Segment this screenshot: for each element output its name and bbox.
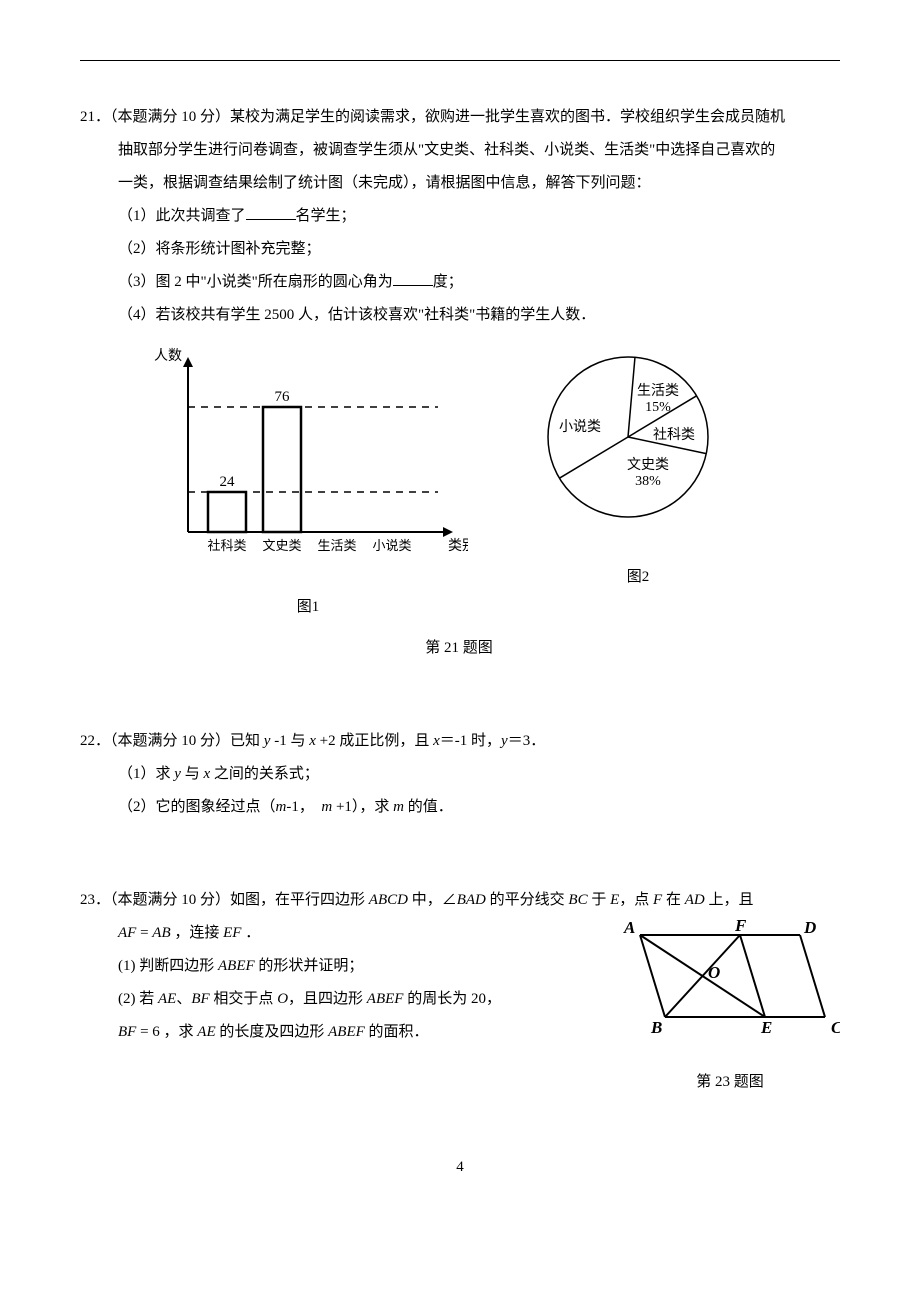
q23-line2: AF = AB ，连接 EF ．: [118, 917, 590, 950]
q21-fig-label: 第 21 题图: [78, 632, 840, 665]
q23-diagram: A F D B E C O: [620, 917, 840, 1047]
bar-chart: 24 76 社科类 文史类 生活类 小说类 人数类别: [148, 342, 468, 572]
svg-text:小说类: 小说类: [559, 419, 601, 435]
svg-text:生活类: 生活类: [637, 383, 679, 399]
bar-chart-caption: 图1: [148, 591, 468, 624]
bar-chart-container: 24 76 社科类 文史类 生活类 小说类 人数类别 图1: [148, 342, 468, 624]
q21-sub1-pre: （1）此次共调查了: [118, 208, 246, 224]
q22-number: 22．: [80, 733, 110, 749]
svg-text:文史类: 文史类: [627, 457, 669, 473]
q23-diagram-caption: 第 23 题图: [620, 1066, 840, 1099]
q21-sub1-post: 名学生；: [296, 208, 356, 224]
q21-sub3-post: 度；: [433, 274, 463, 290]
problem-21: 21．（本题满分 10 分）某校为满足学生的阅读需求，欲购进一批学生喜欢的图书．…: [80, 101, 840, 665]
svg-text:社科类: 社科类: [207, 538, 246, 553]
q23-diagram-container: A F D B E C O 第 23 题图: [620, 917, 840, 1099]
svg-text:生活类: 生活类: [317, 538, 356, 553]
top-rule: [80, 60, 840, 61]
problem-23: 23．（本题满分 10 分）如图，在平行四边形 ABCD 中，∠BAD 的平分线…: [80, 884, 840, 1099]
svg-text:76: 76: [275, 389, 291, 405]
svg-text:小说类: 小说类: [372, 538, 411, 553]
pie-chart-caption: 图2: [528, 561, 748, 594]
pie-chart-container: 生活类15% 社科类文史类38% 小说类 图2: [528, 342, 748, 594]
q21-sub2: （2）将条形统计图补充完整；: [118, 233, 840, 266]
svg-text:文史类: 文史类: [262, 538, 301, 553]
pie-chart: 生活类15% 社科类文史类38% 小说类: [528, 342, 748, 542]
q23-intro-line1: （本题满分 10 分）如图，在平行四边形 ABCD 中，∠BAD 的平分线交 B…: [110, 892, 753, 908]
q21-sub3-pre: （3）图 2 中"小说类"所在扇形的圆心角为: [118, 274, 393, 290]
q23-sub3: BF = 6 ，求 AE 的长度及四边形 ABEF 的面积．: [118, 1016, 590, 1049]
svg-text:A: A: [623, 918, 635, 937]
svg-text:类别: 类别: [448, 538, 468, 554]
q21-number: 21．: [80, 109, 110, 125]
svg-text:15%: 15%: [645, 400, 671, 415]
q21-intro-2: 抽取部分学生进行问卷调查，被调查学生须从"文史类、社科类、小说类、生活类"中选择…: [118, 134, 840, 167]
q21-sub1-blank: [246, 204, 296, 220]
svg-text:24: 24: [220, 474, 236, 490]
q21-intro-1: （本题满分 10 分）某校为满足学生的阅读需求，欲购进一批学生喜欢的图书．学校组…: [110, 109, 785, 125]
svg-text:E: E: [760, 1018, 772, 1037]
q21-intro-3: 一类，根据调查结果绘制了统计图（未完成），请根据图中信息，解答下列问题：: [118, 167, 840, 200]
problem-22: 22．（本题满分 10 分）已知 y -1 与 x +2 成正比例，且 x＝-1…: [80, 725, 840, 824]
page-number: 4: [80, 1159, 840, 1176]
svg-text:O: O: [708, 963, 720, 982]
q21-sub3-blank: [393, 270, 433, 286]
q23-sub1: (1) 判断四边形 ABEF 的形状并证明；: [118, 950, 590, 983]
q22-sub1: （1）求 y 与 x 之间的关系式；: [118, 758, 840, 791]
svg-text:社科类: 社科类: [653, 427, 695, 443]
q22-intro: （本题满分 10 分）已知 y -1 与 x +2 成正比例，且 x＝-1 时，…: [110, 733, 545, 749]
q22-sub2: （2）它的图象经过点（m-1， m +1），求 m 的值．: [118, 791, 840, 824]
q21-sub4: （4）若该校共有学生 2500 人，估计该校喜欢"社科类"书籍的学生人数．: [118, 299, 840, 332]
svg-text:F: F: [734, 917, 747, 935]
svg-text:B: B: [650, 1018, 662, 1037]
q23-number: 23．: [80, 892, 110, 908]
q23-sub2: (2) 若 AE、BF 相交于点 O，且四边形 ABEF 的周长为 20，: [118, 983, 590, 1016]
svg-text:38%: 38%: [635, 474, 661, 489]
svg-text:C: C: [831, 1018, 840, 1037]
svg-text:人数: 人数: [154, 348, 182, 364]
svg-text:D: D: [803, 918, 816, 937]
